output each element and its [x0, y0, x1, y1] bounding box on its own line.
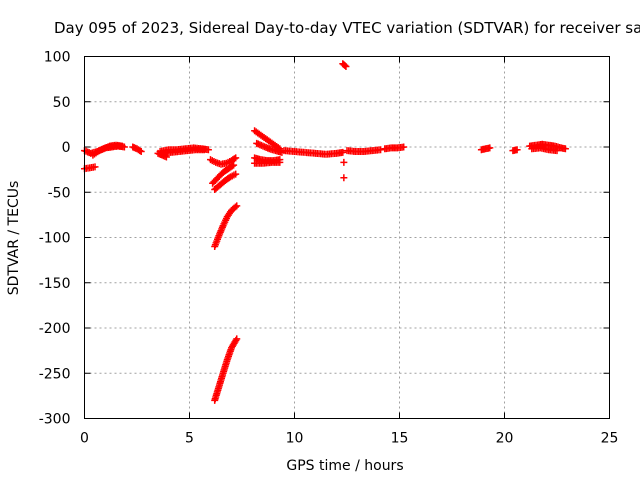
data-point [486, 144, 494, 152]
data-point [339, 148, 347, 156]
data-point [230, 155, 238, 163]
data-point [233, 202, 241, 210]
data-point [91, 163, 99, 171]
data-point [231, 203, 239, 211]
y-tick-label: -300 [39, 412, 71, 428]
data-point [233, 335, 241, 343]
data-point [561, 145, 569, 153]
data-point [553, 147, 561, 155]
data-point [200, 146, 208, 154]
y-tick-label: 0 [62, 140, 71, 156]
data-point [232, 170, 240, 178]
data-point [136, 147, 144, 155]
data-point [228, 162, 236, 170]
data-point [276, 158, 284, 166]
x-tick-label: 15 [391, 431, 409, 447]
data-points [81, 60, 569, 404]
chart-title: Day 095 of 2023, Sidereal Day-to-day VTE… [54, 19, 640, 37]
data-point [232, 336, 240, 344]
y-tick-label: -50 [48, 185, 71, 201]
data-point [230, 161, 238, 169]
x-axis-label: GPS time / hours [286, 458, 403, 474]
data-point [232, 154, 240, 162]
data-point [341, 62, 349, 70]
y-tick-label: -200 [39, 321, 71, 337]
y-tick-label: 100 [44, 50, 71, 66]
y-tick-label: -250 [39, 366, 71, 382]
y-tick-label: 50 [53, 95, 71, 111]
y-tick-label: -100 [39, 231, 71, 247]
grid-lines [84, 56, 610, 419]
data-point [340, 174, 348, 182]
x-tick-label: 0 [80, 431, 89, 447]
data-point [120, 143, 128, 151]
data-point [162, 153, 170, 161]
x-tick-label: 10 [286, 431, 304, 447]
y-axis-label: SDTVAR / TECUs [6, 181, 22, 296]
data-point [137, 148, 145, 156]
x-tick-label: 20 [496, 431, 514, 447]
plot-frame [84, 56, 610, 419]
data-point [513, 146, 521, 154]
x-tick-label: 25 [601, 431, 619, 447]
y-tick-label: -150 [39, 276, 71, 292]
data-point [400, 143, 408, 151]
x-tick-label: 5 [185, 431, 194, 447]
data-point [340, 158, 348, 166]
data-point [377, 146, 385, 154]
data-point [342, 62, 350, 70]
axis-ticks: 0 5 10 15 20 25 100 50 0 -50 -100 -150 -200 -250 -300 [39, 50, 619, 447]
